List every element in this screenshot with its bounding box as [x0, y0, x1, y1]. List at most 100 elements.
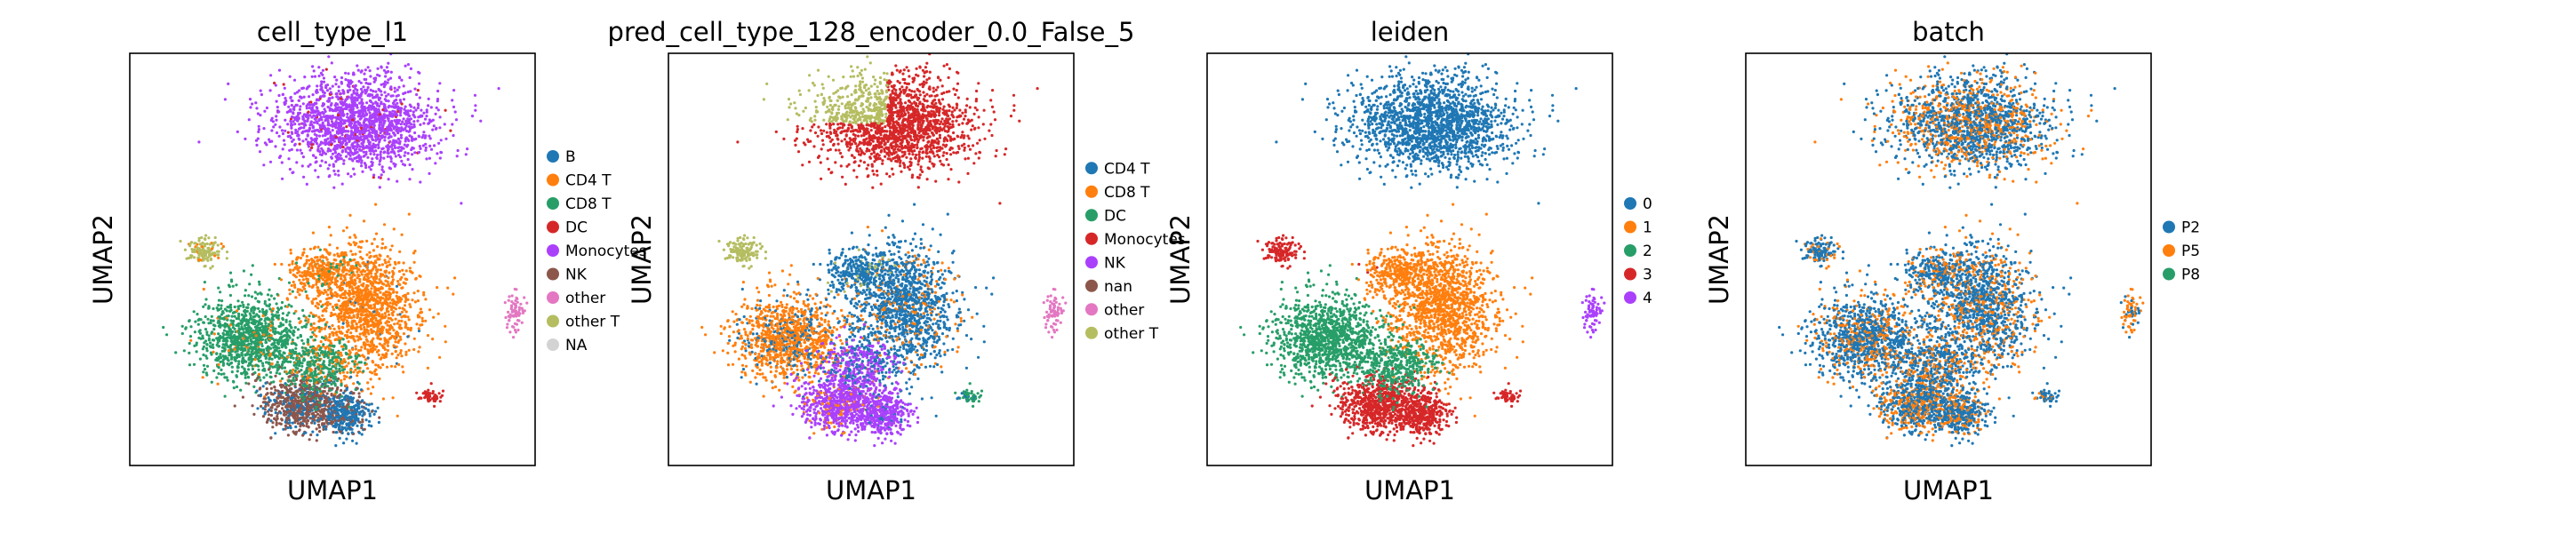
scatter-point — [261, 310, 265, 314]
scatter-point — [330, 156, 333, 160]
scatter-point — [339, 97, 343, 100]
scatter-point — [241, 395, 244, 399]
scatter-point — [396, 414, 399, 418]
scatter-point — [403, 123, 406, 126]
scatter-point — [296, 422, 300, 426]
scatter-point — [274, 411, 277, 415]
scatter-point — [348, 311, 352, 314]
scatter-point — [347, 152, 350, 155]
scatter-point — [348, 289, 351, 292]
scatter-point — [367, 332, 371, 336]
scatter-point — [372, 298, 375, 302]
scatter-point — [250, 273, 253, 276]
scatter-point — [379, 131, 382, 135]
scatter-point — [330, 311, 333, 314]
scatter-point — [356, 120, 360, 123]
scatter-point — [195, 341, 198, 345]
scatter-point — [364, 335, 368, 338]
scatter-point — [307, 320, 310, 324]
scatter-point — [371, 163, 374, 167]
scatter-point — [197, 336, 201, 340]
scatter-point — [439, 150, 443, 154]
scatter-point — [363, 328, 366, 331]
scatter-point — [404, 342, 407, 346]
scatter-point — [393, 106, 397, 109]
scatter-point — [292, 333, 295, 337]
scatter-point — [381, 362, 385, 367]
scatter-point — [309, 120, 313, 123]
scatter-point — [331, 281, 334, 284]
scatter-point — [256, 357, 260, 361]
scatter-point — [293, 91, 297, 95]
scatter-point — [363, 275, 366, 279]
scatter-point — [388, 263, 392, 266]
scatter-point — [257, 306, 260, 310]
scatter-point — [404, 310, 408, 314]
scatter-point — [386, 150, 389, 154]
scatter-point — [306, 134, 309, 138]
scatter-point — [260, 307, 265, 311]
scatter-point — [326, 149, 330, 153]
scatter-point — [396, 88, 399, 91]
scatter-point — [323, 107, 326, 111]
scatter-point — [392, 266, 396, 270]
scatter-point — [365, 253, 369, 257]
scatter-point — [361, 354, 364, 357]
scatter-point — [378, 113, 381, 116]
scatter-point — [404, 129, 408, 132]
scatter-point — [202, 305, 205, 308]
scatter-point — [370, 319, 373, 322]
scatter-point — [369, 378, 372, 381]
scatter-point — [372, 237, 376, 241]
scatter-point — [302, 406, 306, 410]
scatter-point — [250, 309, 253, 313]
scatter-point — [326, 99, 330, 103]
scatter-point — [389, 364, 394, 368]
scatter-point — [374, 261, 378, 265]
scatter-point — [265, 373, 268, 377]
scatter-point — [398, 313, 402, 316]
scatter-point — [276, 106, 279, 109]
scatter-point — [188, 335, 193, 338]
scatter-point — [244, 373, 247, 377]
scatter-point — [263, 397, 268, 401]
scatter-point — [270, 357, 274, 361]
scatter-point — [412, 106, 416, 109]
scatter-point — [403, 111, 406, 115]
scatter-point — [409, 105, 413, 108]
scatter-point — [401, 306, 404, 310]
scatter-point — [380, 173, 383, 177]
scatter-point — [308, 284, 311, 288]
scatter-point — [242, 319, 245, 322]
scatter-point — [364, 331, 367, 335]
scatter-point — [362, 85, 365, 89]
scatter-point — [281, 177, 284, 180]
scatter-point — [300, 386, 303, 389]
scatter-point — [220, 368, 223, 371]
scatter-point — [451, 123, 454, 126]
scatter-point — [388, 132, 391, 136]
scatter-point — [226, 356, 229, 360]
scatter-point — [418, 71, 421, 75]
scatter-point — [268, 382, 272, 386]
scatter-point — [394, 317, 397, 321]
scatter-point — [254, 355, 258, 359]
scatter-point — [240, 365, 244, 369]
scatter-point — [228, 271, 233, 274]
scatter-point — [366, 329, 370, 332]
scatter-point — [314, 155, 317, 160]
scatter-point — [364, 303, 367, 306]
scatter-point — [402, 147, 405, 150]
scatter-point — [309, 322, 313, 326]
scatter-point — [384, 71, 388, 75]
scatter-point — [300, 413, 303, 417]
scatter-point — [290, 305, 293, 308]
scatter-point — [302, 314, 306, 318]
scatter-point — [259, 340, 262, 344]
scatter-point — [341, 229, 346, 233]
scatter-point — [344, 296, 348, 299]
scatter-point — [267, 368, 271, 371]
scatter-point — [284, 101, 287, 105]
scatter-point — [276, 402, 280, 405]
scatter-point — [266, 418, 269, 422]
